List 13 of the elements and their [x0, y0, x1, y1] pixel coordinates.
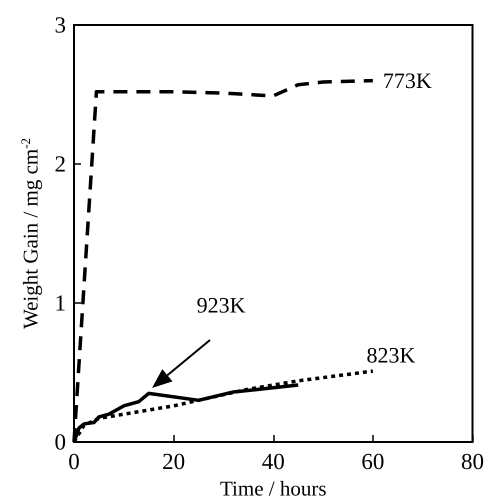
annotation: 923K	[196, 292, 246, 318]
y-tick-label: 0	[54, 430, 66, 454]
series-label: 823K	[366, 342, 416, 368]
y-tick-label: 2	[54, 152, 66, 176]
x-axis-title: Time / hours	[220, 476, 327, 500]
x-tick-label: 60	[361, 449, 384, 474]
y-tick-label: 3	[54, 12, 66, 38]
y-axis-title: Weight Gain / mg cm-2	[18, 138, 42, 330]
x-tick-label: 80	[461, 449, 484, 474]
y-tick-label: 1	[54, 290, 66, 316]
series-label: 773K	[382, 68, 432, 94]
x-tick-label: 40	[262, 449, 285, 474]
x-tick-label: 20	[162, 449, 186, 474]
